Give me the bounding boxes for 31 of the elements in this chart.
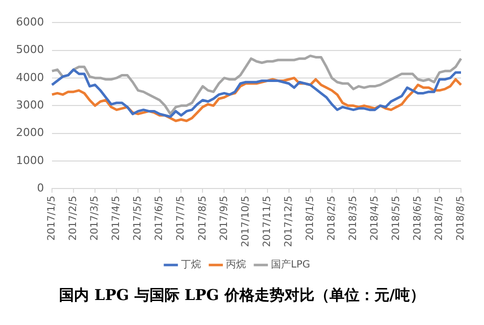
x-tick-label: 2017/3/5 [90, 196, 101, 241]
legend-label: 丙烷 [226, 258, 246, 271]
y-tick-label: 5000 [16, 43, 44, 56]
legend-label: 国产LPG [270, 258, 310, 271]
y-tick-label: 0 [36, 182, 44, 195]
legend-label: 丁烷 [180, 258, 201, 271]
x-tick-label: 2017/8/5 [197, 196, 208, 241]
x-tick-label: 2017/10/5 [240, 196, 252, 248]
x-tick-label: 2017/1/5 [46, 196, 58, 241]
x-tick-label: 2017/7/5 [176, 196, 187, 241]
x-tick-label: 2018/4/5 [369, 196, 380, 241]
x-tick-label: 2017/2/5 [68, 196, 80, 241]
x-tick-label: 2018/3/5 [348, 196, 359, 241]
x-tick-label: 2017/9/5 [218, 196, 230, 241]
y-tick-label: 2000 [16, 126, 44, 140]
y-tick-label: 6000 [16, 15, 44, 28]
text: 国内 LPG 与国际 LPG 价格走势对比（单位：元/吨） [58, 286, 426, 305]
x-tick-label: 2018/6/5 [412, 196, 424, 241]
x-tick-label: 2017/5/5 [132, 196, 144, 241]
x-tick-label: 2017/11/5 [262, 196, 273, 248]
x-tick-label: 2017/4/5 [111, 196, 122, 241]
x-tick-label: 2018/8/5 [456, 196, 467, 241]
x-tick-label: 2017/12/5 [283, 196, 294, 248]
y-tick-label: 4000 [16, 70, 44, 84]
x-tick-label: 2018/1/5 [304, 196, 316, 241]
x-tick-label: 2017/6/5 [154, 196, 166, 241]
x-tick-label: 2018/5/5 [391, 196, 402, 241]
x-tick-label: 2018/2/5 [326, 196, 338, 241]
x-tick-label: 2018/7/5 [434, 196, 446, 241]
y-tick-label: 1000 [16, 154, 44, 167]
y-tick-label: 3000 [16, 98, 44, 112]
